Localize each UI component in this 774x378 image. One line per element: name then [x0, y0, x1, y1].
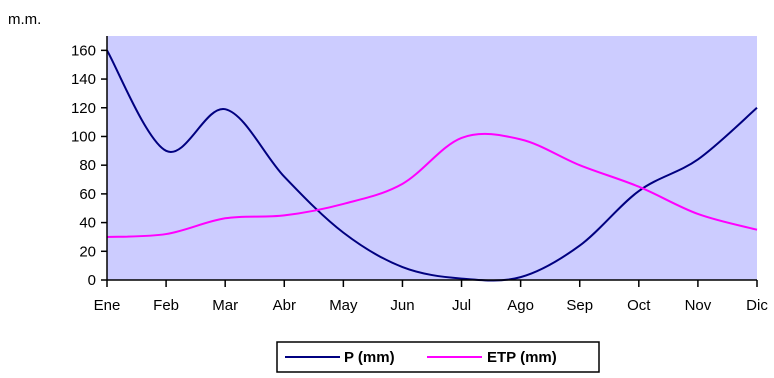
axes-layer: 0 20 40 60 80 100 120 140 160 Ene Feb Mar Abr May Jun J…: [71, 36, 768, 314]
y-tick-label: 40: [79, 215, 96, 232]
y-tick-label: 0: [88, 272, 96, 289]
legend-label-etp: ETP (mm): [487, 349, 557, 366]
y-tick-label: 120: [71, 100, 96, 117]
y-tick-label: 160: [71, 42, 96, 59]
y-axis-unit-label: m.m.: [8, 11, 41, 28]
plot-area: [107, 36, 757, 280]
legend: P (mm) ETP (mm): [276, 341, 600, 373]
x-tick-label: Sep: [566, 297, 593, 314]
y-tick-label: 20: [79, 243, 96, 260]
legend-label-p: P (mm): [344, 349, 395, 366]
series-line-1: [106, 132, 758, 238]
y-tick-label: 140: [71, 71, 96, 88]
x-tick-label: Feb: [153, 297, 179, 314]
x-tick-label: Ene: [94, 297, 121, 314]
y-tick-label: 60: [79, 186, 96, 203]
x-tick-label: Mar: [212, 297, 238, 314]
x-tick-label: Oct: [627, 297, 651, 314]
series-layer: [106, 49, 758, 282]
x-tick-label: Jun: [390, 297, 414, 314]
series-line-0: [106, 49, 758, 282]
x-tick-label: Dic: [746, 297, 768, 314]
x-tick-label: Ago: [507, 297, 534, 314]
x-tick-label: Nov: [685, 297, 712, 314]
x-tick-label: Jul: [452, 297, 471, 314]
y-tick-label: 80: [79, 157, 96, 174]
y-tick-label: 100: [71, 128, 96, 145]
x-tick-label: May: [329, 297, 358, 314]
x-tick-label: Abr: [273, 297, 296, 314]
